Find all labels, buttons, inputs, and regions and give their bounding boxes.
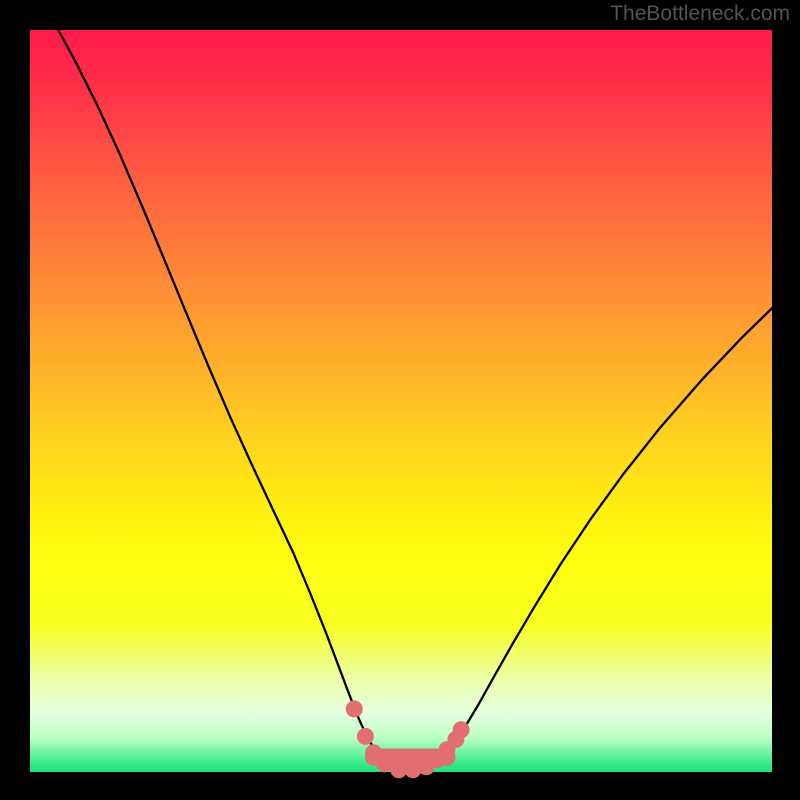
watermark-text: TheBottleneck.com bbox=[610, 2, 790, 26]
trough-marker-dot bbox=[346, 700, 363, 717]
trough-marker-dot bbox=[357, 728, 374, 745]
trough-marker-dot bbox=[453, 721, 470, 738]
plot-background bbox=[30, 30, 772, 772]
chart-container: TheBottleneck.com bbox=[0, 0, 800, 800]
bottleneck-curve-chart bbox=[0, 0, 800, 800]
